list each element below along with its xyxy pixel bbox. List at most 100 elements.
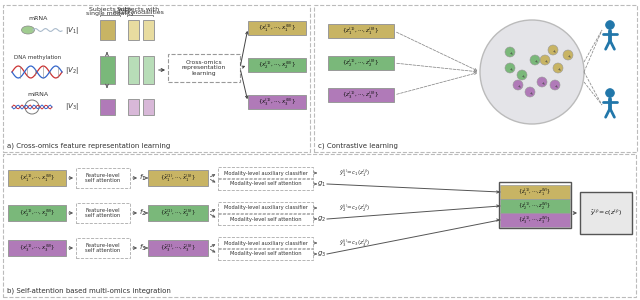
Text: Feature-level
self attention: Feature-level self attention xyxy=(85,243,120,254)
Circle shape xyxy=(548,45,558,55)
Bar xyxy=(76,203,130,223)
Text: a) Cross-omics feature representation learning: a) Cross-omics feature representation le… xyxy=(7,142,170,149)
Text: $\{z_3^{(1)},\cdots,z_3^{(N)}\}$: $\{z_3^{(1)},\cdots,z_3^{(N)}\}$ xyxy=(342,89,380,101)
Bar xyxy=(248,58,306,72)
Text: $f_3$: $f_3$ xyxy=(140,243,147,253)
Text: Modality-level self attention: Modality-level self attention xyxy=(230,182,301,187)
Text: mRNA: mRNA xyxy=(28,16,48,22)
Bar xyxy=(148,205,208,221)
Text: c) Contrastive learning: c) Contrastive learning xyxy=(318,142,398,149)
Bar xyxy=(128,20,139,40)
Circle shape xyxy=(605,88,614,98)
Bar xyxy=(76,168,130,188)
Bar xyxy=(148,170,208,186)
Text: $\{z_1^{(1)},\cdots,z_1^{(N)}\}$: $\{z_1^{(1)},\cdots,z_1^{(N)}\}$ xyxy=(342,25,380,37)
Text: $|V_2|$: $|V_2|$ xyxy=(65,64,79,76)
Text: $\{\hat{x}_3^{(1)},\cdots,\hat{x}_3^{(N)}\}$: $\{\hat{x}_3^{(1)},\cdots,\hat{x}_3^{(N)… xyxy=(160,242,196,254)
Circle shape xyxy=(480,20,584,124)
Bar xyxy=(143,56,154,84)
Bar xyxy=(8,170,66,186)
Text: $\{x_3^{(1)},\cdots,x_3^{(N)}\}$: $\{x_3^{(1)},\cdots,x_3^{(N)}\}$ xyxy=(258,96,296,108)
Text: $g_2$: $g_2$ xyxy=(317,214,326,224)
Text: Modality-level auxiliary classifier: Modality-level auxiliary classifier xyxy=(223,241,307,245)
Text: Modality-level self attention: Modality-level self attention xyxy=(230,217,301,221)
Text: Feature-level
self attention: Feature-level self attention xyxy=(85,208,120,218)
Bar xyxy=(248,21,306,35)
Bar xyxy=(128,99,139,115)
Text: $\hat{y}_1^{(j)}\!=\!c_1(z_1^{(j)})$: $\hat{y}_1^{(j)}\!=\!c_1(z_1^{(j)})$ xyxy=(339,167,371,179)
Text: $\{x_1^{(1)},\cdots,x_1^{(N)}\}$: $\{x_1^{(1)},\cdots,x_1^{(N)}\}$ xyxy=(258,22,296,34)
Text: Subjects with: Subjects with xyxy=(117,7,159,11)
Text: $\{x_1^{(1)},\cdots,x_1^{(N)}\}$: $\{x_1^{(1)},\cdots,x_1^{(N)}\}$ xyxy=(19,172,55,184)
Text: Modality-level auxiliary classifier: Modality-level auxiliary classifier xyxy=(223,170,307,175)
Text: $\{x_2^{(1)},\cdots,x_2^{(N)}\}$: $\{x_2^{(1)},\cdots,x_2^{(N)}\}$ xyxy=(19,207,55,219)
Bar xyxy=(218,237,313,249)
Bar xyxy=(328,56,394,70)
Text: $\{z_2^{(1)},\cdots,z_2^{(N)}\}$: $\{z_2^{(1)},\cdots,z_2^{(N)}\}$ xyxy=(342,57,380,69)
Circle shape xyxy=(537,77,547,87)
Bar xyxy=(100,20,115,40)
Text: multi modalities: multi modalities xyxy=(113,11,163,16)
Bar xyxy=(8,205,66,221)
Bar xyxy=(580,192,632,234)
Circle shape xyxy=(563,50,573,60)
Circle shape xyxy=(550,80,560,90)
Text: $f_1$: $f_1$ xyxy=(140,173,147,183)
Bar xyxy=(218,167,313,179)
Text: $\hat{y}_2^{(j)}\!=\!c_2(z_2^{(j)})$: $\hat{y}_2^{(j)}\!=\!c_2(z_2^{(j)})$ xyxy=(339,202,371,214)
Bar xyxy=(3,5,310,152)
Text: Feature-level
self attention: Feature-level self attention xyxy=(85,172,120,183)
Text: $\hat{y}^{(j)}\!=\!c(z^{(j)})$: $\hat{y}^{(j)}\!=\!c(z^{(j)})$ xyxy=(590,208,622,218)
Bar xyxy=(218,178,313,190)
Circle shape xyxy=(517,70,527,80)
Text: $\hat{y}_3^{(j)}\!=\!c_3(z_3^{(j)})$: $\hat{y}_3^{(j)}\!=\!c_3(z_3^{(j)})$ xyxy=(339,237,371,249)
Text: miRNA: miRNA xyxy=(28,92,49,98)
Circle shape xyxy=(605,21,614,29)
Circle shape xyxy=(505,47,515,57)
Text: $|V_1|$: $|V_1|$ xyxy=(65,25,79,35)
Bar xyxy=(168,54,240,82)
Text: single modality: single modality xyxy=(86,11,134,16)
Text: b) Self-attention based multi-omics integration: b) Self-attention based multi-omics inte… xyxy=(7,287,171,294)
Bar xyxy=(3,154,636,297)
Bar xyxy=(218,213,313,225)
Circle shape xyxy=(513,80,523,90)
Bar xyxy=(100,99,115,115)
Bar xyxy=(499,182,571,228)
Text: $\{z_3^{(1)},\cdots,z_3^{(N)}\}$: $\{z_3^{(1)},\cdots,z_3^{(N)}\}$ xyxy=(518,214,552,226)
Bar xyxy=(143,99,154,115)
Text: DNA methylation: DNA methylation xyxy=(15,55,61,59)
Bar xyxy=(100,56,115,84)
Text: $\{z_2^{(1)},\cdots,z_2^{(N)}\}$: $\{z_2^{(1)},\cdots,z_2^{(N)}\}$ xyxy=(518,200,552,212)
Bar xyxy=(500,199,570,213)
Bar xyxy=(328,88,394,102)
Bar xyxy=(500,185,570,199)
Bar xyxy=(218,202,313,214)
Bar xyxy=(218,248,313,260)
Bar xyxy=(128,56,139,84)
Text: $g_3$: $g_3$ xyxy=(317,249,326,259)
Circle shape xyxy=(525,87,535,97)
Bar xyxy=(248,95,306,109)
Bar xyxy=(314,5,637,152)
Text: Modality-level self attention: Modality-level self attention xyxy=(230,251,301,256)
Text: Subjects with: Subjects with xyxy=(89,7,131,11)
Text: $\{\hat{x}_1^{(1)},\cdots,\hat{x}_1^{(N)}\}$: $\{\hat{x}_1^{(1)},\cdots,\hat{x}_1^{(N)… xyxy=(160,172,196,184)
Bar xyxy=(328,24,394,38)
Text: $\{z_1^{(1)},\cdots,z_1^{(N)}\}$: $\{z_1^{(1)},\cdots,z_1^{(N)}\}$ xyxy=(518,186,552,198)
Circle shape xyxy=(505,63,515,73)
Circle shape xyxy=(530,55,540,65)
Bar xyxy=(8,240,66,256)
Bar xyxy=(148,240,208,256)
Text: $|V_3|$: $|V_3|$ xyxy=(65,101,79,112)
Circle shape xyxy=(553,63,563,73)
Text: Modality-level auxiliary classifier: Modality-level auxiliary classifier xyxy=(223,206,307,211)
Text: $g_1$: $g_1$ xyxy=(317,179,326,189)
Ellipse shape xyxy=(22,26,35,34)
Bar xyxy=(500,213,570,227)
Circle shape xyxy=(540,55,550,65)
Text: $\{x_3^{(1)},\cdots,x_3^{(N)}\}$: $\{x_3^{(1)},\cdots,x_3^{(N)}\}$ xyxy=(19,242,55,254)
Text: Cross-omics
representation
learning: Cross-omics representation learning xyxy=(182,60,226,76)
Text: $\{\hat{x}_2^{(1)},\cdots,\hat{x}_2^{(N)}\}$: $\{\hat{x}_2^{(1)},\cdots,\hat{x}_2^{(N)… xyxy=(160,207,196,219)
Text: $f_2$: $f_2$ xyxy=(140,208,147,218)
